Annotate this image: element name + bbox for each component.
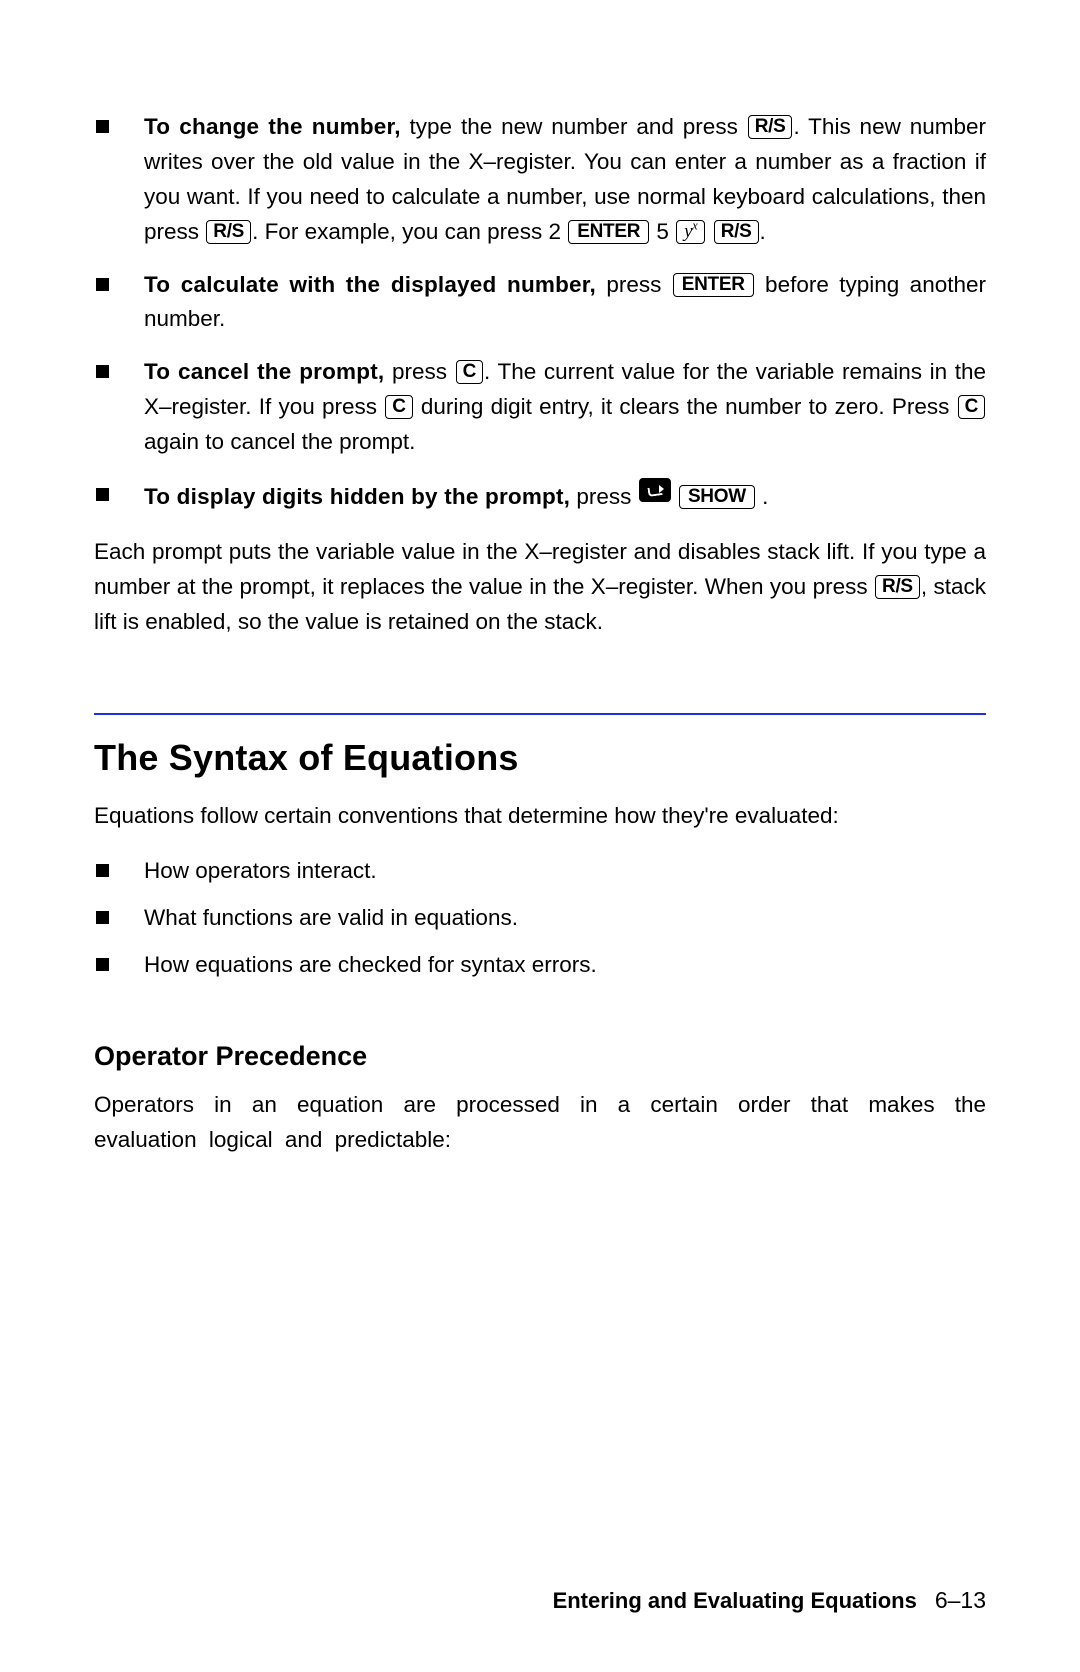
subsection-heading-precedence: Operator Precedence: [94, 1041, 986, 1072]
key-rs: R/S: [875, 575, 920, 599]
key-rs: R/S: [206, 220, 251, 244]
bullet-text: press: [384, 359, 454, 384]
paragraph-stack-lift: Each prompt puts the variable value in t…: [94, 535, 986, 640]
key-enter: ENTER: [673, 273, 754, 297]
para-text: Each prompt puts the variable value in t…: [94, 539, 986, 599]
main-bullet-list: To change the number, type the new numbe…: [94, 110, 986, 515]
bullet-text: How operators interact.: [144, 858, 377, 883]
key-yx: yx: [676, 220, 705, 244]
bullet-text: What functions are valid in equations.: [144, 905, 518, 930]
key-shift-icon: [639, 478, 671, 502]
key-show: SHOW: [679, 485, 755, 509]
bullet-text: type the new number and press: [401, 114, 747, 139]
bullet-text: 5: [650, 219, 675, 244]
bullet-lead: To change the number,: [144, 114, 401, 139]
bullet-text: press: [596, 272, 672, 297]
bullet-item-display-hidden: To display digits hidden by the prompt, …: [94, 478, 986, 515]
section-bullet-item: How equations are checked for syntax err…: [94, 948, 986, 983]
key-rs: R/S: [714, 220, 759, 244]
key-c: C: [958, 395, 985, 419]
section-bullet-item: How operators interact.: [94, 854, 986, 889]
section-rule: [94, 713, 986, 715]
section-intro-text: Equations follow certain conventions tha…: [94, 799, 986, 834]
bullet-text: . For example, you can press 2: [252, 219, 567, 244]
bullet-item-calculate-displayed: To calculate with the displayed number, …: [94, 268, 986, 338]
bullet-text: .: [760, 219, 766, 244]
footer-chapter-title: Entering and Evaluating Equations: [553, 1588, 917, 1613]
bullet-item-change-number: To change the number, type the new numbe…: [94, 110, 986, 250]
bullet-lead: To calculate with the displayed number,: [144, 272, 596, 297]
section-bullet-list: How operators interact. What functions a…: [94, 854, 986, 983]
key-c: C: [385, 395, 412, 419]
section-bullet-item: What functions are valid in equations.: [94, 901, 986, 936]
bullet-text: again to cancel the prompt.: [144, 429, 415, 454]
subsection-para: Operators in an equation are processed i…: [94, 1088, 986, 1158]
page-footer: Entering and Evaluating Equations 6–13: [553, 1587, 986, 1614]
bullet-text: during digit entry, it clears the number…: [414, 394, 957, 419]
bullet-text: .: [756, 484, 769, 509]
bullet-lead: To cancel the prompt,: [144, 359, 384, 384]
bullet-lead: To display digits hidden by the prompt,: [144, 484, 570, 509]
key-enter: ENTER: [568, 220, 649, 244]
bullet-item-cancel-prompt: To cancel the prompt, press C. The curre…: [94, 355, 986, 460]
key-rs: R/S: [748, 115, 793, 139]
bullet-text: How equations are checked for syntax err…: [144, 952, 597, 977]
document-page: To change the number, type the new numbe…: [0, 0, 1080, 1672]
section-heading-syntax: The Syntax of Equations: [94, 737, 986, 779]
key-c: C: [456, 360, 483, 384]
bullet-text: press: [570, 484, 638, 509]
footer-page-number: 6–13: [935, 1587, 986, 1613]
